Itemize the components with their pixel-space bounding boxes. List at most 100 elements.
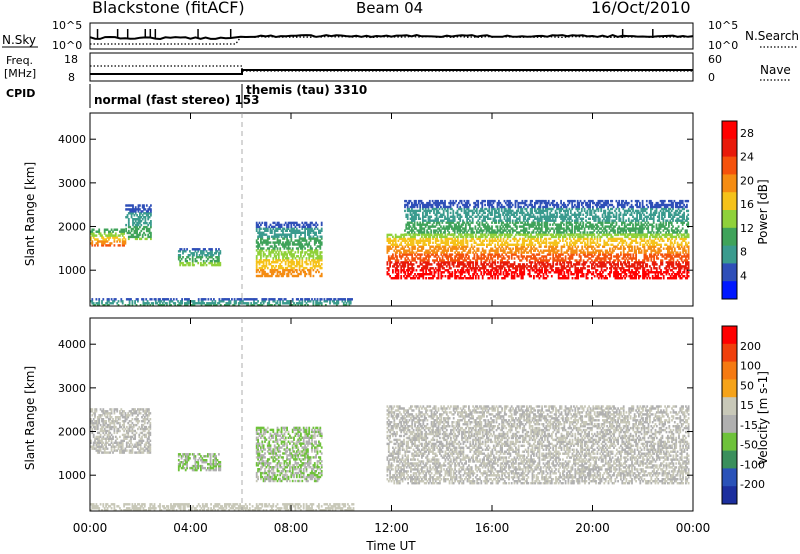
echo-cell	[108, 230, 110, 233]
echo-cell	[282, 270, 284, 274]
echo-cell	[600, 275, 603, 278]
echo-cell	[462, 223, 464, 226]
echo-cell	[657, 273, 660, 276]
echo-cell	[463, 263, 466, 266]
echo-cell	[575, 253, 578, 256]
echo-cell	[309, 239, 312, 242]
echo-cell	[563, 263, 566, 266]
echo-cell	[446, 213, 449, 216]
echo-cell	[667, 277, 669, 280]
echo-cell	[461, 253, 463, 256]
echo-cell	[509, 205, 511, 209]
echo-cell	[534, 239, 537, 242]
echo-cell	[544, 259, 546, 262]
echo-cell	[423, 273, 426, 276]
echo-cell	[600, 259, 603, 262]
echo-cell	[283, 227, 286, 230]
echo-cell	[676, 273, 679, 276]
echo-cell	[405, 269, 408, 272]
echo-cell	[516, 213, 518, 216]
echo-cell	[456, 203, 459, 207]
echo-cell	[467, 229, 470, 232]
echo-cell	[527, 223, 529, 226]
echo-cell	[464, 223, 467, 226]
echo-cell	[147, 212, 150, 215]
echo-cell	[545, 249, 548, 252]
echo-cell	[396, 275, 398, 278]
echo-cell	[639, 267, 642, 270]
echo-cell	[510, 275, 513, 278]
echo-cell	[445, 235, 448, 239]
echo-cell	[448, 205, 451, 209]
echo-cell	[308, 259, 311, 262]
echo-cell	[433, 231, 435, 234]
echo-cell	[434, 259, 437, 262]
echo-cell	[411, 227, 413, 230]
echo-cell	[400, 257, 403, 260]
echo-cell	[394, 261, 397, 264]
echo-cell	[427, 255, 430, 258]
echo-cell	[660, 235, 662, 239]
echo-cell	[300, 241, 302, 244]
echo-cell	[444, 235, 447, 239]
echo-cell	[101, 242, 103, 245]
echo-cell	[639, 233, 642, 237]
echo-cell	[631, 241, 633, 244]
echo-cell	[419, 221, 422, 224]
echo-cell	[490, 247, 492, 250]
echo-cell	[478, 221, 481, 224]
echo-cell	[514, 211, 517, 215]
echo-cell	[212, 258, 215, 261]
echo-cell	[305, 261, 308, 264]
echo-cell	[686, 245, 689, 248]
echo-cell	[284, 257, 287, 260]
echo-cell	[675, 263, 678, 266]
echo-cell	[506, 273, 509, 276]
echo-cell	[680, 243, 683, 246]
echo-cell	[412, 211, 415, 215]
echo-cell	[556, 249, 559, 252]
echo-cell	[621, 243, 624, 246]
echo-cell	[521, 199, 524, 203]
echo-cell	[620, 269, 622, 272]
echo-cell	[447, 277, 450, 280]
echo-cell	[592, 249, 595, 252]
echo-cell	[530, 243, 532, 246]
echo-cell	[678, 253, 680, 256]
echo-cell	[434, 229, 437, 232]
echo-cell	[424, 215, 427, 218]
echo-cell	[182, 256, 184, 259]
echo-cell	[473, 273, 476, 276]
echo-cell	[573, 241, 575, 244]
echo-cell	[392, 241, 394, 244]
echo-cell	[535, 237, 538, 241]
echo-cell	[144, 216, 147, 219]
echo-cell	[442, 209, 445, 213]
echo-cell	[574, 269, 577, 272]
echo-cell	[578, 249, 581, 252]
echo-cell	[291, 243, 294, 246]
echo-cell	[537, 253, 539, 256]
echo-cell	[179, 263, 182, 267]
echo-cell	[417, 229, 420, 232]
echo-cell	[280, 266, 283, 270]
echo-cell	[316, 257, 319, 260]
echo-cell	[286, 237, 288, 240]
echo-cell	[626, 265, 629, 268]
echo-cell	[628, 267, 631, 270]
echo-cell	[301, 247, 304, 250]
echo-cell	[483, 265, 485, 268]
echo-cell	[527, 213, 529, 216]
echo-cell	[427, 241, 430, 244]
echo-cell	[675, 267, 678, 270]
echo-cell	[139, 216, 141, 219]
echo-cell	[186, 261, 188, 265]
echo-cell	[280, 274, 283, 278]
echo-cell	[577, 235, 579, 239]
echo-cell	[650, 259, 653, 262]
echo-cell	[574, 245, 577, 248]
echo-cell	[434, 225, 437, 228]
echo-cell	[130, 204, 133, 207]
echo-cell	[512, 267, 514, 270]
echo-cell	[519, 237, 521, 241]
